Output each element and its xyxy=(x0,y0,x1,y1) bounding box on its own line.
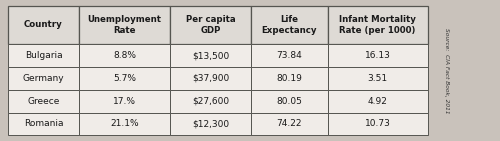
Bar xyxy=(8,90,80,113)
Bar xyxy=(8,67,80,90)
Bar xyxy=(8,6,80,44)
Bar xyxy=(328,90,428,113)
Text: Unemployment
Rate: Unemployment Rate xyxy=(88,15,162,35)
Bar xyxy=(80,90,170,113)
Text: 80.19: 80.19 xyxy=(276,74,302,83)
Bar xyxy=(251,90,328,113)
Text: Country: Country xyxy=(24,20,63,29)
Text: Romania: Romania xyxy=(24,119,63,128)
Text: Greece: Greece xyxy=(28,97,60,106)
Text: 74.22: 74.22 xyxy=(276,119,302,128)
Bar xyxy=(251,44,328,67)
Bar xyxy=(80,6,170,44)
Text: 17.%: 17.% xyxy=(113,97,136,106)
Bar xyxy=(170,113,251,135)
Text: 21.1%: 21.1% xyxy=(110,119,139,128)
Bar xyxy=(80,113,170,135)
Bar xyxy=(328,67,428,90)
Bar xyxy=(251,113,328,135)
Text: 3.51: 3.51 xyxy=(368,74,388,83)
Text: Infant Mortality
Rate (per 1000): Infant Mortality Rate (per 1000) xyxy=(339,15,416,35)
Bar xyxy=(170,44,251,67)
Text: Per capita
GDP: Per capita GDP xyxy=(186,15,236,35)
Bar xyxy=(170,90,251,113)
Text: 10.73: 10.73 xyxy=(364,119,390,128)
Bar xyxy=(8,113,80,135)
Text: 16.13: 16.13 xyxy=(364,51,390,60)
Bar xyxy=(80,44,170,67)
Text: 4.92: 4.92 xyxy=(368,97,388,106)
Bar xyxy=(328,44,428,67)
Bar xyxy=(170,6,251,44)
Bar xyxy=(8,44,80,67)
Bar xyxy=(170,67,251,90)
Text: 5.7%: 5.7% xyxy=(113,74,136,83)
Text: $13,500: $13,500 xyxy=(192,51,229,60)
Bar xyxy=(328,113,428,135)
Text: $37,900: $37,900 xyxy=(192,74,229,83)
Text: Bulgaria: Bulgaria xyxy=(24,51,62,60)
Text: 8.8%: 8.8% xyxy=(113,51,136,60)
Text: 73.84: 73.84 xyxy=(276,51,302,60)
Bar xyxy=(80,67,170,90)
Text: Life
Expectancy: Life Expectancy xyxy=(262,15,317,35)
Bar xyxy=(328,6,428,44)
Text: $12,300: $12,300 xyxy=(192,119,229,128)
Text: 80.05: 80.05 xyxy=(276,97,302,106)
Text: Germany: Germany xyxy=(22,74,64,83)
Text: Source:  CIA Fact Book, 2011: Source: CIA Fact Book, 2011 xyxy=(444,28,448,113)
Bar xyxy=(251,6,328,44)
Text: $27,600: $27,600 xyxy=(192,97,229,106)
Bar xyxy=(251,67,328,90)
